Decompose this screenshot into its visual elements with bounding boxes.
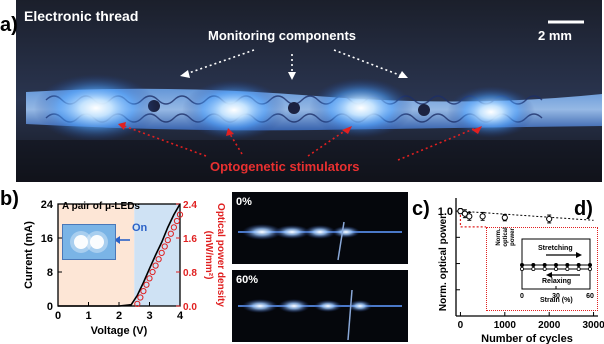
inset-ylabel-line2: optical power [503, 227, 516, 247]
y-axis-label: Norm. optical power [438, 215, 449, 311]
inset-point [588, 263, 593, 268]
x-tick-label: 3000 [582, 320, 604, 331]
optical-power-point [134, 300, 141, 307]
stretching-arrow-head [576, 252, 582, 258]
y-tick-label: 8 [47, 267, 53, 279]
optical-power-point [143, 281, 150, 288]
data-point [466, 213, 473, 220]
inset-x-tick-label: 30 [552, 293, 560, 300]
y-right-tick-label: 1.6 [183, 234, 197, 245]
inset-point [531, 263, 536, 268]
data-point [479, 213, 486, 220]
x-tick-label: 4 [177, 310, 184, 322]
data-point [457, 208, 464, 215]
thread-photo [16, 0, 602, 182]
inset-point [565, 267, 570, 272]
on-arrow-head [114, 236, 120, 244]
led-inset-photo [62, 224, 116, 260]
inset-point [520, 267, 525, 272]
inset-connector [459, 215, 486, 228]
photo-0-percent [232, 192, 408, 264]
optical-power-point [149, 268, 156, 276]
inset-point [576, 263, 581, 268]
photo-60-percent [232, 270, 408, 342]
inset-point [554, 267, 559, 272]
x-axis-label: Voltage (V) [91, 325, 148, 337]
optical-power-point [158, 249, 165, 256]
y-tick-label: 1.0 [438, 206, 453, 218]
x-axis-label: Number of cycles [481, 333, 573, 344]
optical-power-point [140, 288, 147, 295]
optical-power-point [152, 262, 159, 269]
y-tick-label: 0 [47, 301, 53, 313]
inset-point [588, 267, 593, 272]
x-tick-label: 0 [55, 310, 61, 322]
optical-power-point [167, 230, 174, 237]
panel-a-title: Electronic thread [24, 8, 139, 24]
optogenetic-stimulators-label: Optogenetic stimulators [210, 159, 360, 174]
x-tick-label: 2000 [538, 320, 561, 331]
y-right-tick-label: 0.8 [183, 268, 197, 279]
inset-point [554, 263, 559, 268]
optical-power-point [137, 294, 144, 301]
panel-c-letter: c) [412, 198, 430, 220]
inset-point [542, 267, 547, 272]
data-point [546, 215, 553, 223]
scale-bar-label: 2 mm [538, 28, 572, 43]
panel-a-letter: a) [0, 14, 18, 36]
y-right-tick-label: 2.4 [183, 200, 197, 211]
inset-x-tick-label: 60 [586, 293, 594, 300]
inset-ylabel: Norm. optical power [496, 222, 517, 252]
monitoring-components-label: Monitoring components [208, 28, 357, 43]
y-tick-label: 24 [41, 199, 54, 211]
photo-label-60: 60% [236, 274, 259, 286]
optical-power-point [176, 211, 184, 218]
photo-label-0: 0% [236, 196, 252, 208]
optical-power-point [170, 224, 177, 231]
inset-point [531, 267, 536, 272]
x-tick-label: 3 [146, 310, 152, 322]
data-point [501, 214, 508, 221]
panel-a-photo [16, 0, 602, 182]
data-point [461, 210, 468, 217]
led-pair-title: A pair of μ-LEDs [62, 201, 140, 212]
x-tick-label: 1 [85, 310, 91, 322]
current-line [58, 203, 181, 307]
x-tick-label: 1000 [494, 320, 517, 331]
optical-power-point [155, 256, 162, 263]
inset-point [542, 263, 547, 268]
y-right-tick-label: 0.0 [183, 302, 197, 313]
inset-point [565, 263, 570, 268]
x-tick-label: 0 [458, 320, 464, 331]
y-right-axis-unit: (mW/mm²) [203, 231, 214, 280]
strain-inset-chart: 0 30 60 [520, 238, 594, 300]
relaxing-label: Relaxing [542, 278, 572, 285]
optical-power-point [173, 217, 181, 225]
y-tick-label: 16 [41, 233, 53, 245]
inset-x-tick-label: 0 [520, 293, 524, 300]
inset-xlabel: Strain (%) [540, 297, 573, 304]
stretching-label: Stretching [538, 245, 573, 252]
inset-point [576, 267, 581, 272]
y-axis-label: Current (mA) [23, 221, 35, 289]
panel-b-letter: b) [0, 188, 19, 210]
inset-ylabel-line1: Norm. [496, 228, 502, 246]
inset-point [520, 263, 525, 268]
on-label: On [132, 222, 148, 234]
y-right-axis-label: Optical power density [215, 203, 226, 307]
relaxing-arrow-head [546, 272, 552, 278]
optical-power-point [164, 237, 171, 244]
optical-power-point [146, 275, 153, 282]
panel-d-letter: d) [574, 198, 593, 220]
cycles-chart: 1.0 0 1000 2000 3000 Number of cycles Norm. op… [438, 198, 604, 344]
optical-power-point [161, 243, 168, 250]
x-tick-label: 2 [116, 310, 122, 322]
